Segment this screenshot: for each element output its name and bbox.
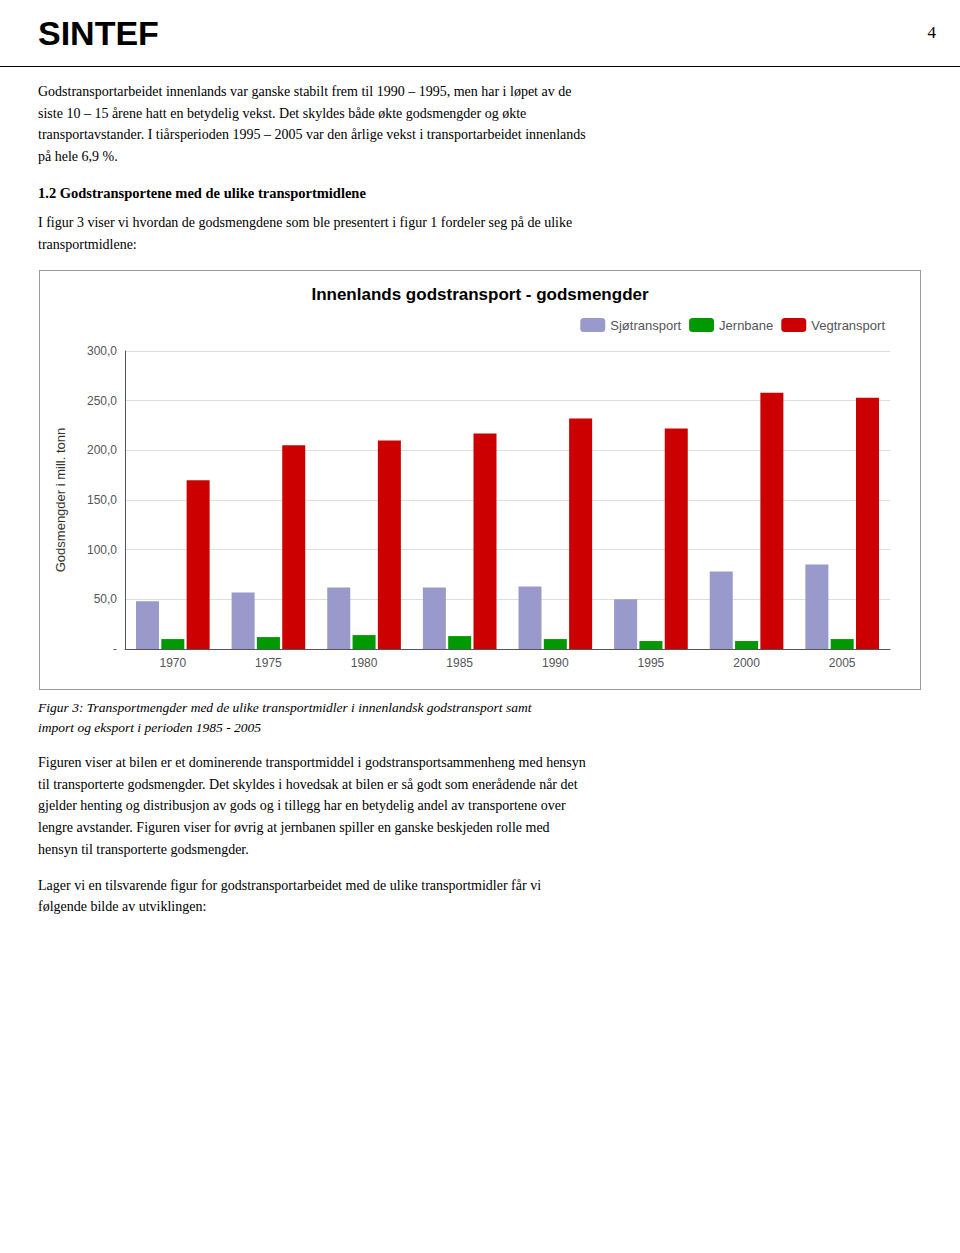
svg-text:2005: 2005 <box>829 656 856 670</box>
svg-text:Innenlands godstransport - god: Innenlands godstransport - godsmengder <box>311 285 649 304</box>
svg-text:250,0: 250,0 <box>87 393 117 407</box>
html-text:1.2 Godstransportene med de ul: 1.2 Godstransportene med de ulike transp… <box>38 184 366 201</box>
svg-text:1995: 1995 <box>638 656 665 670</box>
html-text:SINTEF: SINTEF <box>38 13 159 52</box>
html-text:Figur 3: Transportmengder med: Figur 3: Transportmengder med de ulike t… <box>38 699 532 735</box>
html-text:I figur 3 viser vi hvordan de: I figur 3 viser vi hvordan de godsmengde… <box>38 215 573 252</box>
svg-text:Vegtransport: Vegtransport <box>811 317 885 332</box>
svg-text:50,0: 50,0 <box>94 592 118 606</box>
svg-text:300,0: 300,0 <box>87 344 117 358</box>
html-text:Figuren viser at bilen er et d: Figuren viser at bilen er et dominerende… <box>38 755 586 857</box>
html-text:Lager vi en tilsvarende figur: Lager vi en tilsvarende figur for godstr… <box>38 877 542 915</box>
svg-text:Godsmengder i mill. tonn: Godsmengder i mill. tonn <box>53 427 68 572</box>
svg-text:150,0: 150,0 <box>87 493 117 507</box>
svg-text:1975: 1975 <box>255 656 282 670</box>
html-text:Godstransportarbeidet innenlan: Godstransportarbeidet innenlands var gan… <box>38 84 586 165</box>
svg-text:200,0: 200,0 <box>87 443 117 457</box>
html-text:4: 4 <box>927 23 936 42</box>
svg-text:Sjøtransport: Sjøtransport <box>610 317 681 332</box>
svg-text:1970: 1970 <box>159 656 186 670</box>
svg-text:-: - <box>113 642 117 656</box>
svg-text:Jernbane: Jernbane <box>719 317 773 332</box>
svg-text:1985: 1985 <box>446 656 473 670</box>
svg-text:2000: 2000 <box>733 656 760 670</box>
svg-text:1990: 1990 <box>542 656 569 670</box>
svg-text:100,0: 100,0 <box>87 542 117 556</box>
svg-text:1980: 1980 <box>351 656 378 670</box>
